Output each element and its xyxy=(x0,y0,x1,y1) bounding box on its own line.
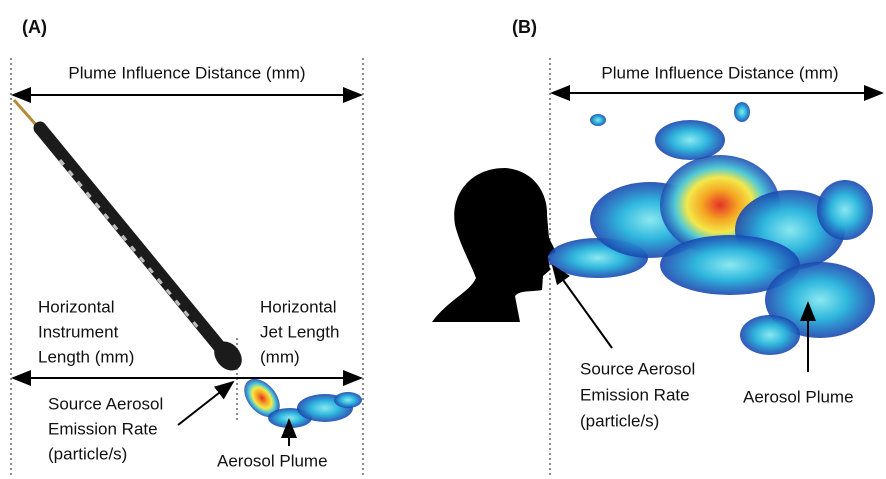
source-arrow xyxy=(551,264,613,349)
oboe xyxy=(12,99,242,371)
plume-label: Aerosol Plume xyxy=(743,387,854,406)
instrument-length-label: Horizontal xyxy=(38,297,115,316)
source-label: Emission Rate xyxy=(48,419,158,438)
jet-length-label: Horizontal xyxy=(260,297,337,316)
plume-label: Aerosol Plume xyxy=(217,451,328,470)
source-label: (particle/s) xyxy=(580,411,659,430)
panel-a: (A) Plume Influence Distance (mm) Horizo… xyxy=(10,17,364,476)
source-label: (particle/s) xyxy=(48,444,127,463)
panel-label: (A) xyxy=(22,17,47,37)
distance-label: Plume Influence Distance (mm) xyxy=(601,63,838,82)
source-label: Source Aerosol xyxy=(48,394,163,413)
distance-label: Plume Influence Distance (mm) xyxy=(68,63,305,82)
aerosol-plume xyxy=(244,378,362,428)
aerosol-plume xyxy=(548,102,875,355)
jet-length-label: Jet Length xyxy=(260,322,339,341)
instrument-length-label: Length (mm) xyxy=(38,347,134,366)
instrument-length-label: Instrument xyxy=(38,322,119,341)
panel-b: (B) Plume Influence Distance (mm) Source… xyxy=(432,17,884,476)
head-silhouette xyxy=(432,168,556,322)
source-label: Source Aerosol xyxy=(580,359,695,378)
jet-length-label: (mm) xyxy=(260,347,300,366)
source-arrow xyxy=(177,380,235,426)
panel-label: (B) xyxy=(512,17,537,37)
source-label: Emission Rate xyxy=(580,385,690,404)
